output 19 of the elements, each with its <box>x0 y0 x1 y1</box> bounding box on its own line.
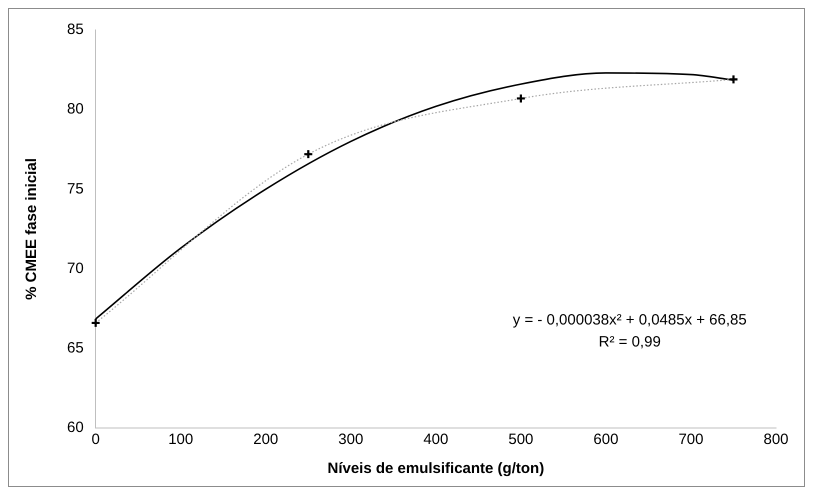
x-tick-label: 700 <box>678 431 704 448</box>
y-tick-label: 75 <box>66 180 84 198</box>
x-axis-title: Níveis de emulsificante (g/ton) <box>327 460 544 478</box>
y-tick-label: 60 <box>66 419 84 436</box>
y-tick-label: 70 <box>66 260 84 277</box>
x-tick-label: 400 <box>423 431 448 448</box>
y-tick-label: 65 <box>66 340 84 357</box>
x-tick-label: 200 <box>253 431 278 448</box>
y-axis-title: % CMEE fase inicial <box>23 158 40 300</box>
x-tick-label: 600 <box>593 431 618 448</box>
x-tick-label: 300 <box>338 431 364 448</box>
x-tick-label: 0 <box>92 431 100 448</box>
y-tick-label: 85 <box>66 21 84 38</box>
x-tick-label: 500 <box>508 431 534 448</box>
x-tick-label: 100 <box>168 431 194 448</box>
annotation: R² = 0,99 <box>598 334 661 351</box>
x-tick-label: 800 <box>763 431 789 448</box>
annotation: y = - 0,000038x² + 0,0485x + 66,85 <box>512 312 747 329</box>
y-tick-label: 80 <box>66 100 84 118</box>
